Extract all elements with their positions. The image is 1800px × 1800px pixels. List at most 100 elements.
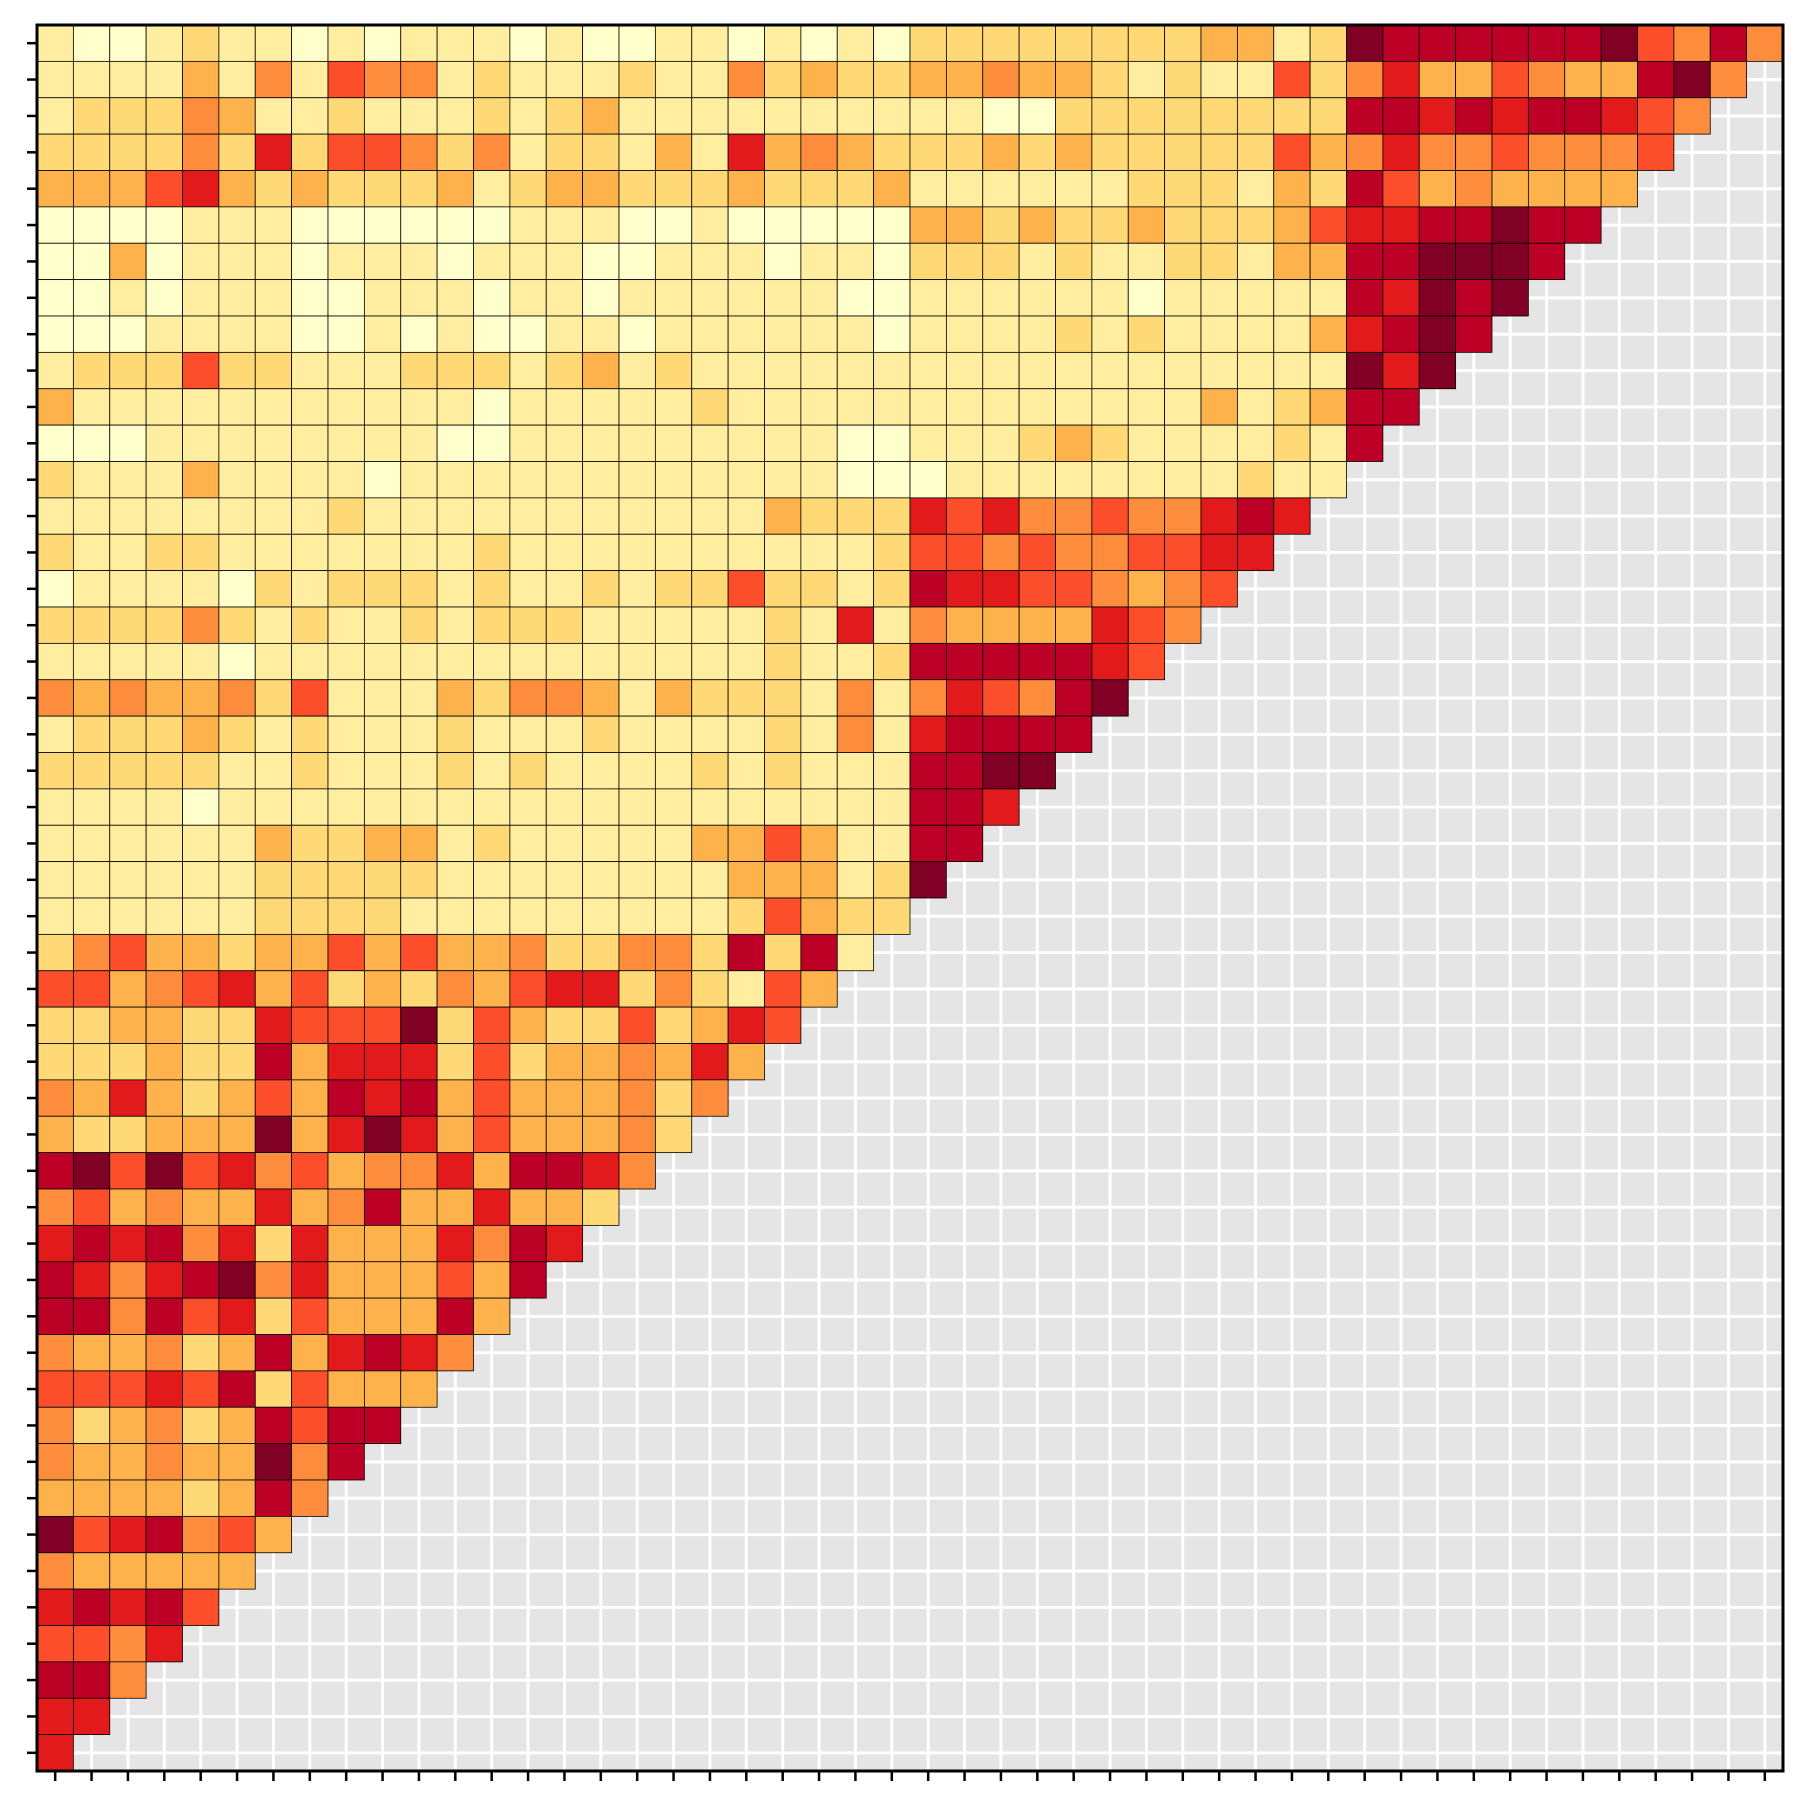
heatmap-cell — [727, 933, 765, 972]
heatmap-cell — [509, 752, 547, 790]
heatmap-cell — [145, 1006, 183, 1044]
heatmap-cell — [1018, 242, 1056, 281]
heatmap-cell — [1200, 97, 1238, 135]
heatmap-cell — [182, 715, 220, 753]
heatmap-cell — [182, 206, 220, 244]
heatmap-cell — [363, 1224, 402, 1263]
heatmap-cell — [1527, 24, 1566, 62]
heatmap-cell — [363, 1261, 402, 1299]
heatmap-cell — [945, 752, 984, 790]
heatmap-cell — [473, 206, 511, 244]
heatmap-cell — [291, 1224, 329, 1263]
heatmap-cell — [545, 1043, 584, 1081]
heatmap-cell — [509, 897, 547, 935]
heatmap-cell — [764, 570, 802, 608]
heatmap-cell — [764, 533, 802, 572]
heatmap-cell — [109, 1479, 147, 1517]
heatmap-cell — [36, 570, 74, 608]
heatmap-cell — [836, 242, 875, 281]
heatmap-cell — [72, 97, 111, 135]
heatmap-cell — [182, 533, 220, 572]
heatmap-cell — [945, 97, 984, 135]
heatmap-cell — [1091, 315, 1129, 353]
heatmap-cell — [436, 461, 474, 499]
heatmap-cell — [1564, 24, 1602, 62]
heatmap-cell — [254, 1443, 293, 1481]
heatmap-cell — [618, 533, 656, 572]
heatmap-cell — [72, 715, 111, 753]
heatmap-cell — [1455, 242, 1493, 281]
heatmap-cell — [909, 388, 947, 426]
heatmap-cell — [36, 279, 74, 317]
heatmap-cell — [1418, 60, 1457, 99]
heatmap-cell — [618, 461, 656, 499]
heatmap-cell — [72, 1515, 111, 1554]
heatmap-cell — [1346, 279, 1384, 317]
heatmap-cell — [1600, 133, 1638, 171]
heatmap-cell — [254, 570, 293, 608]
heatmap-cell — [982, 170, 1020, 208]
heatmap-cell — [873, 570, 911, 608]
heatmap-cell — [400, 679, 438, 717]
heatmap-cell — [145, 1334, 183, 1372]
heatmap-cell — [982, 206, 1020, 244]
heatmap-cell — [327, 24, 365, 62]
heatmap-cell — [327, 461, 365, 499]
heatmap-cell — [36, 1006, 74, 1044]
heatmap-cell — [436, 897, 474, 935]
heatmap-cell — [1127, 642, 1166, 681]
heatmap-cell — [400, 933, 438, 972]
heatmap-cell — [72, 1334, 111, 1372]
heatmap-cell — [909, 461, 947, 499]
heatmap-cell — [1564, 60, 1602, 99]
heatmap-cell — [254, 133, 293, 171]
heatmap-cell — [109, 133, 147, 171]
heatmap-cell — [582, 752, 620, 790]
heatmap-cell — [473, 570, 511, 608]
heatmap-cell — [1236, 242, 1275, 281]
heatmap-cell — [72, 570, 111, 608]
heatmap-cell — [1309, 24, 1347, 62]
heatmap-cell — [1491, 206, 1529, 244]
heatmap-cell — [1091, 170, 1129, 208]
heatmap-cell — [1309, 461, 1347, 499]
heatmap-cell — [691, 24, 729, 62]
heatmap-cell — [1382, 279, 1420, 317]
heatmap-cell — [727, 60, 765, 99]
heatmap-cell — [291, 1297, 329, 1335]
heatmap-cell — [363, 1006, 402, 1044]
heatmap-cell — [1564, 133, 1602, 171]
heatmap-cell — [254, 170, 293, 208]
heatmap-cell — [545, 606, 584, 644]
heatmap-cell — [1091, 242, 1129, 281]
heatmap-cell — [618, 388, 656, 426]
heatmap-cell — [218, 242, 256, 281]
heatmap-cell — [400, 60, 438, 99]
heatmap-cell — [909, 679, 947, 717]
heatmap-cell — [254, 242, 293, 281]
heatmap-cell — [727, 315, 765, 353]
heatmap-cell — [509, 533, 547, 572]
heatmap-cell — [36, 1443, 74, 1481]
heatmap-cell — [545, 279, 584, 317]
heatmap-cell — [145, 497, 183, 535]
heatmap-cell — [254, 933, 293, 972]
heatmap-cell — [473, 24, 511, 62]
heatmap-cell — [218, 424, 256, 462]
heatmap-cell — [1018, 679, 1056, 717]
heatmap-cell — [1382, 242, 1420, 281]
heatmap-cell — [1673, 60, 1711, 99]
heatmap-cell — [327, 642, 365, 681]
heatmap-cell — [909, 824, 947, 863]
heatmap-cell — [218, 642, 256, 681]
heatmap-cell — [1164, 24, 1202, 62]
heatmap-cell — [509, 1152, 547, 1190]
heatmap-cell — [618, 1043, 656, 1081]
heatmap-cell — [182, 461, 220, 499]
heatmap-cell — [36, 1661, 74, 1699]
heatmap-cell — [254, 1261, 293, 1299]
heatmap-cell — [1418, 242, 1457, 281]
heatmap-cell — [800, 242, 838, 281]
heatmap-cell — [582, 642, 620, 681]
heatmap-cell — [509, 242, 547, 281]
